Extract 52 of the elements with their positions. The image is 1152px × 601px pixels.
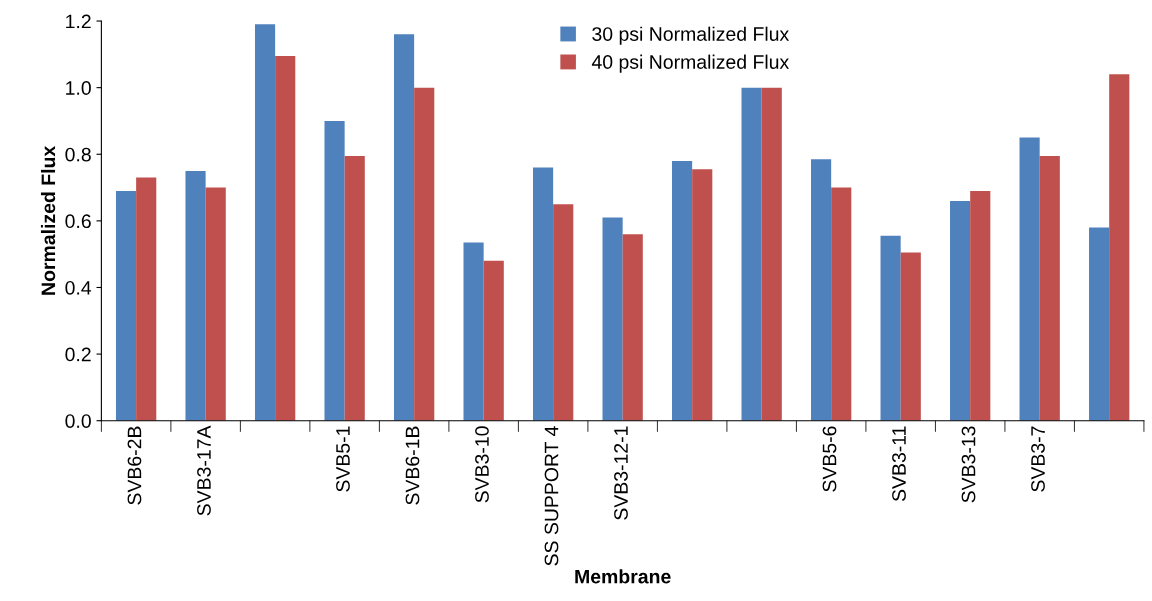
- bar: [761, 87, 782, 421]
- y-tick-label: 0.0: [65, 414, 91, 428]
- bar: [831, 187, 852, 421]
- y-tick-label: 0.2: [65, 347, 91, 362]
- bar: [880, 235, 901, 421]
- x-tick-label: SVB3-13: [961, 426, 976, 503]
- bar: [483, 260, 504, 421]
- bar: [1039, 155, 1060, 421]
- bar: [602, 217, 623, 421]
- bar: [1019, 137, 1040, 421]
- bar: [622, 234, 643, 421]
- y-tick-label: 0.6: [65, 214, 91, 229]
- bar: [692, 169, 713, 421]
- legend-label: 30 psi Normalized Flux: [592, 26, 790, 45]
- bar: [185, 170, 206, 421]
- x-tick-label: SVB3-12-1: [614, 426, 628, 520]
- bar: [1109, 74, 1130, 421]
- bar: [811, 159, 832, 421]
- bar: [741, 87, 762, 421]
- x-tick-label: SVB5-6: [822, 426, 837, 492]
- y-tick-label: 1.0: [66, 81, 91, 95]
- x-tick-label: SVB3-11: [892, 426, 906, 502]
- x-tick-label: SVB3-7: [1031, 426, 1045, 492]
- bar: [533, 167, 554, 421]
- x-tick-label: SS SUPPORT 4: [544, 426, 559, 566]
- bar: [205, 187, 226, 421]
- bar: [324, 120, 345, 421]
- bar: [115, 190, 137, 421]
- y-tick-label: 1.2: [66, 14, 91, 29]
- bar: [950, 200, 971, 421]
- bar: [254, 24, 276, 421]
- bar: [344, 155, 365, 421]
- x-axis-title: Membrane: [575, 569, 671, 584]
- bar: [553, 204, 574, 421]
- y-tick-label: 0.8: [65, 147, 91, 162]
- x-tick-label: SVB6-2B: [127, 426, 142, 505]
- bar: [970, 190, 991, 421]
- y-axis-title: Normalized Flux: [40, 145, 56, 295]
- bar: [1089, 227, 1110, 421]
- x-tick-label: SVB5-1: [336, 426, 350, 492]
- x-tick-label: SVB3-10: [475, 426, 489, 503]
- x-tick-label: SVB3-17A: [197, 425, 211, 516]
- bar: [275, 56, 296, 421]
- x-tick-label: SVB6-1B: [405, 426, 420, 505]
- bar: [672, 160, 693, 421]
- bar: [393, 34, 415, 421]
- y-tick-label: 0.4: [65, 280, 92, 295]
- legend-label: 40 psi Normalized Flux: [591, 54, 790, 73]
- bar: [414, 87, 435, 421]
- bar: [136, 177, 157, 421]
- bar: [900, 252, 921, 421]
- bar: [463, 242, 484, 421]
